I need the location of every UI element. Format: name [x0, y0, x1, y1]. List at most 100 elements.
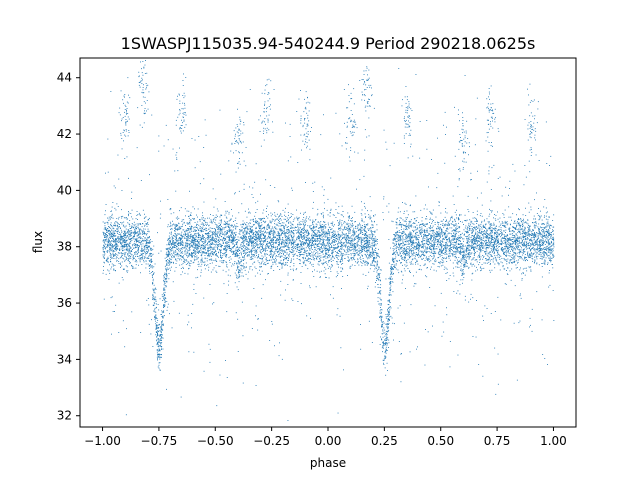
data-point — [281, 222, 283, 224]
data-point — [359, 238, 361, 240]
data-point — [172, 252, 174, 254]
data-point — [381, 339, 383, 341]
data-point — [377, 255, 379, 256]
data-point — [423, 251, 425, 252]
data-point — [153, 298, 155, 300]
data-point — [199, 219, 201, 220]
data-point — [368, 248, 370, 250]
data-point — [281, 263, 282, 265]
data-point — [185, 225, 186, 226]
data-point — [538, 253, 540, 255]
data-point — [448, 237, 450, 239]
data-point — [319, 271, 321, 273]
data-point — [169, 257, 170, 259]
data-point — [511, 256, 512, 258]
data-point — [405, 236, 406, 238]
data-point — [332, 236, 333, 237]
data-point — [193, 239, 195, 241]
data-point — [278, 244, 280, 246]
data-point — [102, 248, 104, 250]
data-point — [489, 254, 491, 256]
data-point — [430, 260, 432, 262]
data-point — [206, 244, 207, 246]
data-point — [229, 248, 231, 249]
data-point — [186, 245, 188, 247]
data-point — [493, 240, 495, 242]
data-point — [351, 249, 353, 250]
data-point — [489, 223, 491, 225]
data-point — [382, 342, 384, 343]
data-point — [517, 241, 519, 242]
data-point — [197, 233, 199, 235]
data-point — [230, 224, 232, 226]
data-point — [161, 342, 163, 343]
data-point — [163, 288, 165, 290]
data-point — [381, 347, 383, 349]
data-point — [303, 238, 305, 240]
data-point — [297, 226, 299, 228]
data-point — [209, 252, 211, 254]
data-point — [517, 243, 519, 244]
data-point — [145, 240, 147, 242]
data-point — [337, 259, 339, 260]
data-point — [397, 239, 399, 241]
data-point — [348, 225, 350, 227]
data-point — [494, 227, 496, 229]
data-point — [395, 247, 397, 249]
data-point — [362, 234, 363, 235]
data-point — [466, 219, 468, 221]
data-point — [323, 225, 325, 227]
data-point — [229, 239, 231, 241]
data-point — [532, 255, 533, 257]
data-point — [145, 260, 147, 262]
data-point — [103, 256, 105, 258]
data-point — [301, 254, 303, 255]
data-point — [266, 263, 268, 264]
data-point — [298, 233, 300, 235]
data-point — [308, 233, 310, 235]
data-point — [147, 237, 149, 239]
data-point — [521, 233, 523, 235]
data-point — [522, 273, 524, 274]
data-point — [318, 246, 320, 247]
data-point — [552, 236, 554, 238]
data-point — [121, 217, 123, 219]
data-point — [453, 239, 455, 240]
data-point — [366, 247, 368, 249]
data-point — [370, 263, 372, 265]
data-point — [312, 241, 314, 242]
data-point — [349, 239, 350, 241]
data-point — [303, 243, 304, 245]
data-point — [322, 226, 323, 227]
data-point — [229, 250, 231, 251]
data-point — [503, 234, 505, 236]
data-point — [186, 210, 188, 212]
data-point — [391, 220, 393, 222]
data-point — [464, 259, 466, 261]
data-point — [299, 249, 301, 251]
data-point — [407, 252, 409, 254]
data-point — [151, 274, 153, 276]
data-point — [124, 232, 126, 233]
data-point — [416, 217, 418, 219]
data-point — [454, 247, 456, 249]
data-point — [145, 216, 147, 218]
data-point — [436, 231, 438, 232]
data-point — [407, 248, 409, 249]
data-point — [128, 236, 130, 238]
data-point — [449, 227, 451, 229]
data-point — [369, 254, 371, 256]
data-point — [182, 240, 183, 242]
data-point — [240, 224, 242, 226]
data-point — [349, 230, 351, 232]
data-point — [506, 263, 508, 265]
data-point — [318, 240, 320, 242]
data-point — [136, 251, 138, 253]
data-point — [195, 233, 197, 235]
data-point — [394, 258, 396, 260]
data-point — [325, 236, 327, 237]
data-point — [121, 255, 123, 256]
data-point — [198, 229, 199, 231]
data-point — [458, 266, 460, 268]
data-point — [113, 269, 115, 271]
